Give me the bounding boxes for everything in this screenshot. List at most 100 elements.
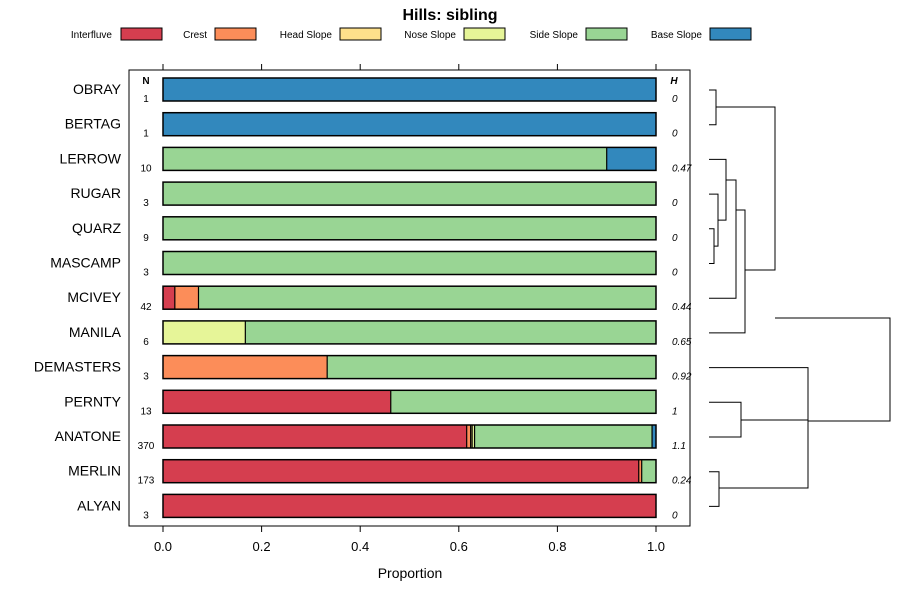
legend-swatch-4 (585, 27, 628, 41)
h-value-0: 0 (672, 94, 678, 105)
bar-segment-mcivey-side-slope (198, 286, 656, 310)
n-value-8: 3 (143, 372, 149, 383)
bar-outline-alyan (162, 493, 657, 519)
row-label-quarz: QUARZ (72, 220, 121, 236)
h-value-10: 1.1 (672, 441, 686, 452)
row-label-mascamp: MASCAMP (50, 255, 121, 271)
bar-segment-demasters-crest (163, 355, 328, 379)
row-label-rugar: RUGAR (70, 185, 121, 201)
h-value-2: 0.47 (672, 163, 692, 174)
dendrogram-branch-3 (709, 158, 727, 221)
n-value-10: 370 (138, 441, 155, 452)
n-value-0: 1 (143, 94, 149, 105)
bar-segment-mcivey-interfluve (163, 286, 175, 310)
bar-outline-demasters (162, 354, 657, 380)
x-tick-label-5: 1.0 (647, 539, 665, 554)
n-value-4: 9 (143, 233, 149, 244)
legend-label-0: Interfluve (71, 30, 113, 41)
h-header: H (670, 76, 678, 87)
bar-outline-lerrow (162, 146, 657, 172)
dendrogram-branch-9 (719, 419, 809, 489)
legend-label-5: Base Slope (651, 30, 703, 41)
dendrogram-branch-8 (709, 471, 720, 507)
bar-segment-anatone-nose-slope (472, 425, 475, 448)
bar-segment-manila-nose-slope (163, 320, 246, 344)
bar-segment-rugar-side-slope (163, 182, 656, 206)
bar-outline-bertag (162, 111, 657, 137)
dendrogram (709, 89, 891, 507)
legend-label-1: Crest (183, 30, 207, 41)
chart-title: Hills: sibling (402, 7, 497, 24)
h-value-8: 0.92 (672, 372, 692, 383)
bar-segment-alyan-interfluve (163, 494, 656, 518)
x-axis-title: Proportion (378, 565, 443, 581)
legend-label-3: Nose Slope (404, 30, 456, 41)
bar-outline-anatone (162, 424, 657, 449)
bar-segment-obray-base-slope (163, 78, 656, 101)
n-value-9: 13 (140, 406, 152, 417)
bar-segment-merlin-side-slope (641, 459, 656, 483)
bar-segment-demasters-side-slope (327, 355, 656, 379)
h-value-4: 0 (672, 233, 678, 244)
dendrogram-branch-10 (709, 367, 809, 454)
bar-segment-merlin-interfluve (163, 459, 639, 483)
bar-outline-merlin (162, 458, 657, 484)
bar-segment-pernty-interfluve (163, 390, 391, 414)
h-value-11: 0.24 (672, 476, 692, 487)
h-value-6: 0.44 (672, 302, 692, 313)
dendrogram-branch-11 (775, 317, 891, 422)
bar-outline-manila (162, 320, 657, 345)
x-tick-label-1: 0.2 (253, 539, 271, 554)
n-value-11: 173 (138, 476, 155, 487)
dendrogram-branch-6 (716, 106, 776, 271)
bar-outline-obray (162, 77, 657, 102)
n-value-7: 6 (143, 337, 149, 348)
x-tick-label-4: 0.8 (548, 539, 566, 554)
legend-label-4: Side Slope (530, 30, 579, 41)
bar-outline-quarz (162, 216, 657, 241)
h-value-3: 0 (672, 198, 678, 209)
dendrogram-branch-7 (709, 401, 742, 438)
bar-segment-lerrow-side-slope (163, 147, 607, 171)
h-value-1: 0 (672, 129, 678, 140)
x-axis: 0.0 0.2 0.4 0.6 0.8 1.0 (154, 526, 665, 554)
row-label-alyan: ALYAN (77, 497, 121, 513)
row-label-merlin: MERLIN (68, 463, 121, 479)
h-value-9: 1 (672, 406, 678, 417)
bar-segment-anatone-side-slope (474, 425, 653, 448)
h-value-5: 0 (672, 268, 678, 279)
n-value-12: 3 (143, 510, 149, 521)
plot-area: N H OBRAY 1 0 BERTAG 1 0 LERROW 1 0 0.47 RUGAR 3 0 QUAR… (34, 64, 692, 527)
bar-outline-rugar (162, 181, 657, 206)
bar-segment-pernty-side-slope (390, 390, 656, 414)
legend-swatch-1 (214, 27, 257, 41)
row-label-anatone: ANATONE (55, 428, 121, 444)
x-tick-label-0: 0.0 (154, 539, 172, 554)
dendrogram-branch-5 (709, 209, 746, 334)
h-value-7: 0.65 (672, 337, 692, 348)
bar-outline-mascamp (162, 250, 657, 276)
n-value-1: 1 (143, 129, 149, 140)
row-label-lerrow: LERROW (60, 150, 122, 166)
dendrogram-branch-0 (709, 89, 717, 126)
bar-outline-mcivey (162, 285, 657, 310)
bar-segment-quarz-side-slope (163, 216, 656, 240)
bar-segment-anatone-crest (466, 425, 471, 448)
row-label-manila: MANILA (69, 324, 122, 340)
bar-segment-anatone-head-slope (470, 425, 473, 448)
row-label-bertag: BERTAG (65, 116, 121, 132)
bar-segment-bertag-base-slope (163, 112, 656, 136)
legend-swatch-0 (120, 27, 163, 41)
legend-label-2: Head Slope (280, 30, 333, 41)
n-value-3: 3 (143, 198, 149, 209)
n-header: N (142, 76, 149, 87)
bar-segment-mascamp-side-slope (163, 251, 656, 275)
bar-segment-anatone-base-slope (652, 425, 656, 448)
dendrogram-branch-4 (709, 179, 737, 299)
n-value-5: 3 (143, 268, 149, 279)
bar-segment-lerrow-base-slope (606, 147, 656, 171)
bar-outline-pernty (162, 389, 657, 415)
h-value-12: 0 (672, 510, 678, 521)
row-label-obray: OBRAY (73, 81, 122, 97)
